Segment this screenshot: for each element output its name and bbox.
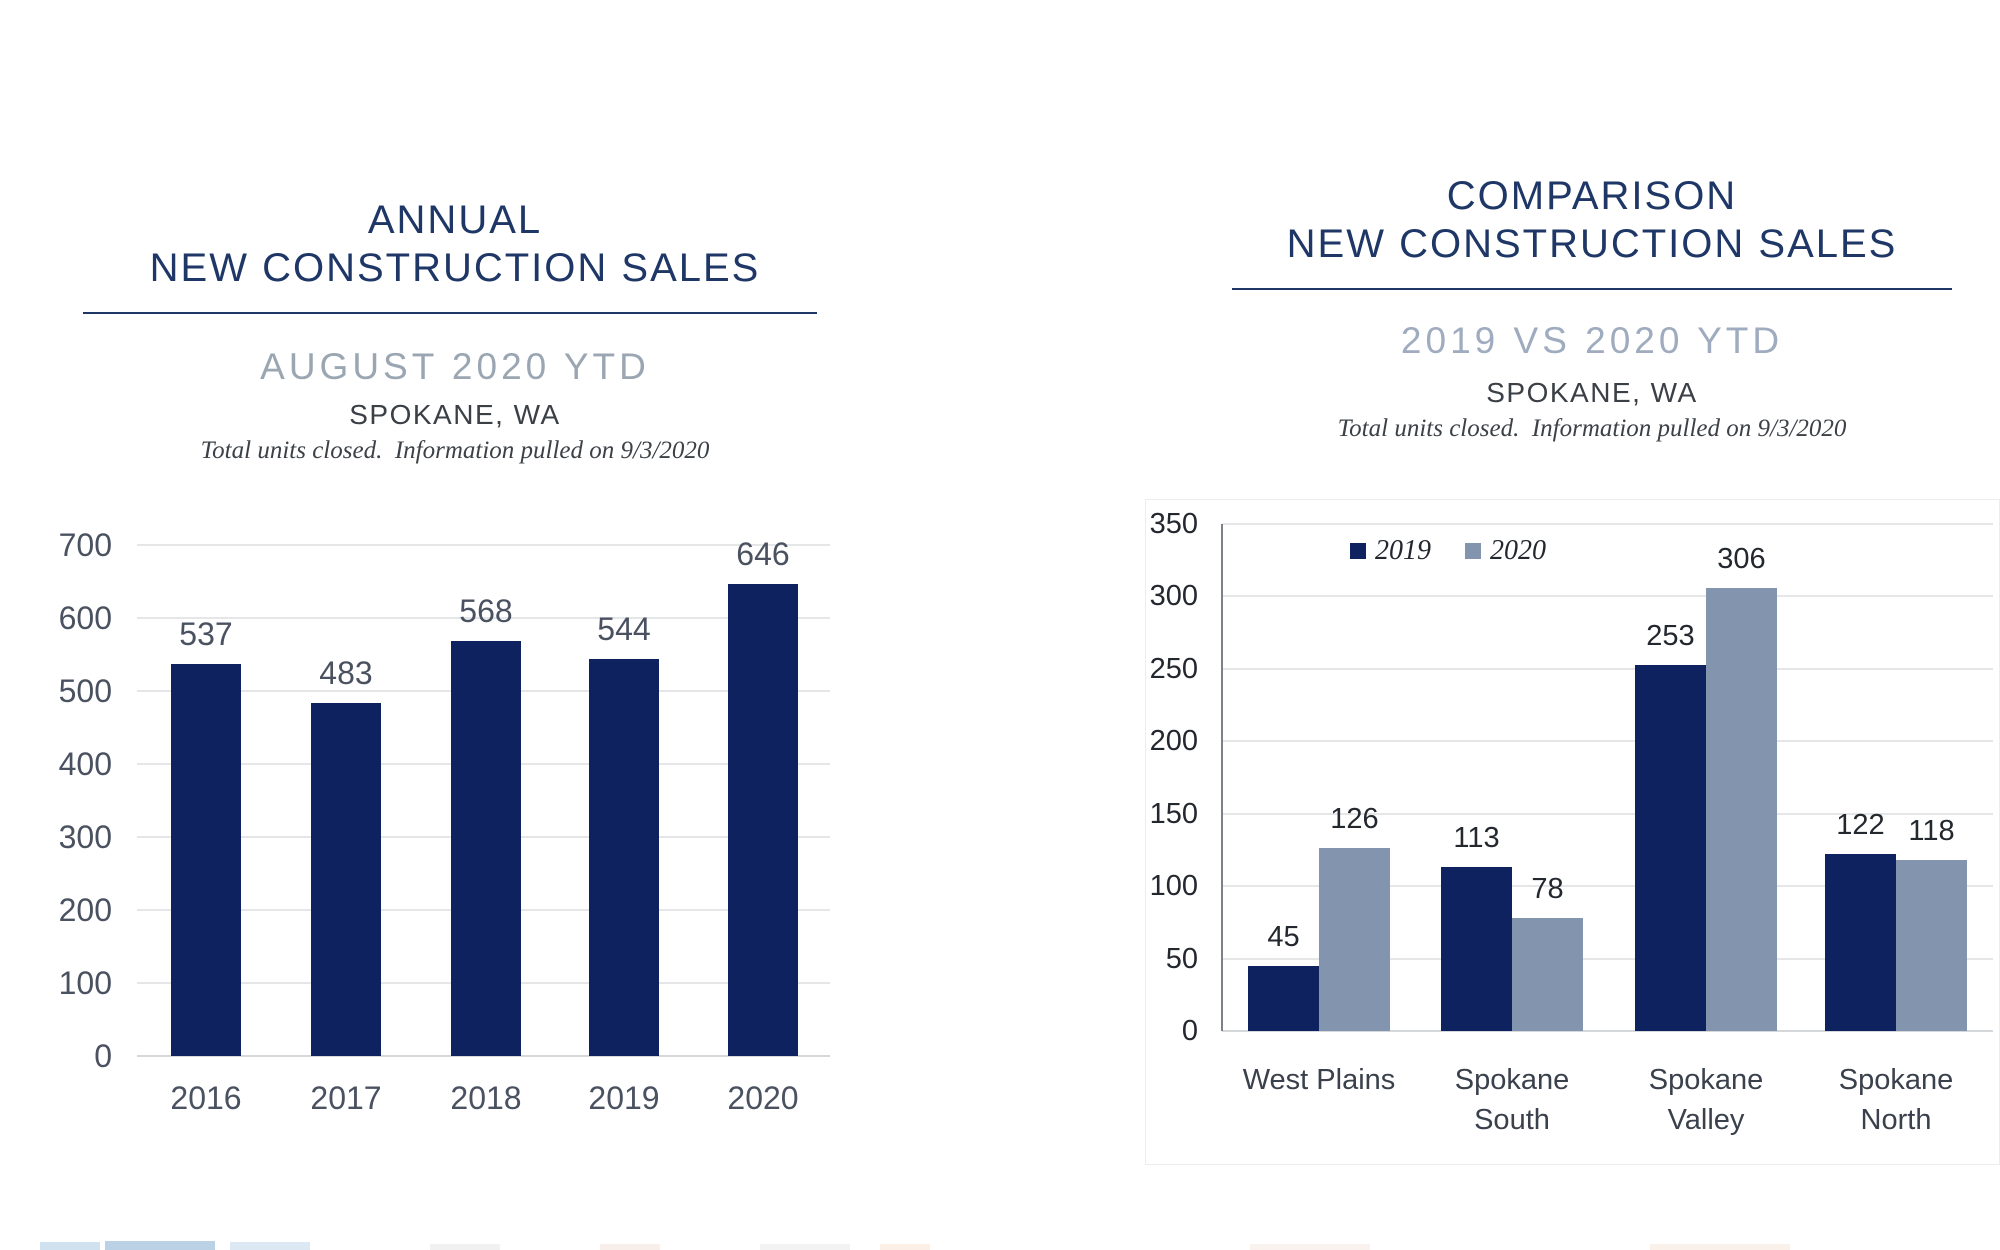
- x-category-label: Spokane South: [1454, 1064, 1570, 1136]
- x-category-label: Spokane Valley: [1648, 1064, 1764, 1136]
- annual-chart-location: SPOKANE, WA: [349, 399, 561, 430]
- cropped-footer-fragment: [600, 1244, 660, 1250]
- y-tick-label: 700: [58, 527, 112, 563]
- value-label: 253: [1646, 619, 1695, 652]
- value-label: 113: [1453, 822, 1500, 855]
- bar-2019: [589, 658, 659, 1056]
- cropped-footer-fragment: [1650, 1244, 1790, 1250]
- y-tick-label: 100: [58, 965, 112, 1001]
- gridline: [137, 544, 830, 546]
- cropped-footer-fragment: [230, 1242, 310, 1250]
- x-category-label: 2017: [310, 1080, 382, 1116]
- comparison-chart-note: Total units closed. Information pulled o…: [1337, 415, 1847, 442]
- value-label: 537: [179, 615, 233, 652]
- bar-2020: [728, 584, 798, 1056]
- y-tick-label: 300: [1149, 580, 1198, 613]
- bar-west-plains-2019: [1248, 965, 1319, 1031]
- value-label: 122: [1836, 809, 1885, 842]
- comparison-chart-title-line2: NEW CONSTRUCTION SALES: [1286, 222, 1898, 266]
- gridline: [137, 617, 830, 619]
- value-label: 306: [1717, 542, 1766, 575]
- bar-spokane-south-2020: [1512, 918, 1583, 1031]
- y-tick-label: 100: [1149, 870, 1198, 903]
- annual-title-underline: [83, 312, 817, 314]
- y-tick-label: 250: [1149, 652, 1198, 685]
- cropped-footer-fragment: [760, 1244, 850, 1250]
- cropped-footer-fragment: [40, 1242, 100, 1250]
- bar-spokane-valley-2020: [1706, 587, 1777, 1031]
- comparison-chart-location: SPOKANE, WA: [1486, 377, 1698, 408]
- y-tick-label: 200: [58, 892, 112, 928]
- x-category-label: 2018: [450, 1080, 522, 1116]
- cropped-footer-fragment: [105, 1241, 215, 1250]
- gridline: [1222, 523, 1993, 525]
- legend-swatch-2019: [1350, 543, 1366, 559]
- legend-label-2019: 2019: [1375, 535, 1431, 566]
- bar-spokane-valley-2019: [1635, 664, 1706, 1031]
- cropped-footer-fragment: [1250, 1244, 1370, 1250]
- bar-2016: [171, 663, 241, 1056]
- gridline: [1222, 667, 1993, 670]
- value-label: 118: [1908, 815, 1955, 848]
- comparison-chart-title-line1: COMPARISON: [1446, 174, 1738, 218]
- y-tick-label: 0: [1181, 1015, 1198, 1047]
- bar-spokane-north-2020: [1896, 860, 1967, 1031]
- annual-chart-note: Total units closed. Information pulled o…: [200, 437, 710, 464]
- value-label: 568: [459, 593, 513, 630]
- cropped-footer-fragment: [880, 1244, 930, 1250]
- gridline: [1222, 1030, 1993, 1032]
- comparison-chart-subtitle: 2019 VS 2020 YTD: [1400, 320, 1784, 361]
- x-category-label: 2020: [727, 1080, 799, 1116]
- value-label: 483: [319, 655, 373, 692]
- value-label: 544: [597, 610, 651, 647]
- legend-item-2019: 2019: [1350, 536, 1431, 566]
- y-tick-label: 300: [58, 819, 112, 855]
- comparison-legend: 2019 2020: [1350, 536, 1546, 566]
- cropped-footer-fragment: [430, 1244, 500, 1250]
- gridline: [1222, 740, 1993, 743]
- value-label: 45: [1267, 920, 1300, 953]
- gridline: [1222, 957, 1993, 960]
- value-label: 646: [736, 536, 790, 573]
- x-category-label: 2016: [170, 1080, 242, 1116]
- gridline: [137, 1055, 830, 1057]
- legend-item-2020: 2020: [1465, 536, 1546, 566]
- x-category-label: 2019: [588, 1080, 660, 1116]
- y-tick-label: 500: [58, 673, 112, 709]
- bar-spokane-south-2019: [1441, 867, 1512, 1031]
- y-tick-label: 50: [1165, 942, 1198, 975]
- bar-2017: [311, 703, 381, 1056]
- y-tick-label: 600: [58, 600, 112, 636]
- y-tick-label: 350: [1149, 508, 1198, 540]
- x-category-label: Spokane North: [1838, 1064, 1954, 1136]
- legend-label-2020: 2020: [1490, 535, 1546, 566]
- x-category-label: West Plains: [1242, 1064, 1396, 1096]
- annual-chart-subtitle: AUGUST 2020 YTD: [260, 346, 650, 387]
- y-tick-label: 200: [1149, 725, 1198, 758]
- y-axis-line: [1221, 524, 1223, 1031]
- value-label: 126: [1330, 803, 1379, 836]
- gridline: [1222, 812, 1993, 815]
- y-tick-label: 0: [94, 1038, 112, 1074]
- y-tick-label: 400: [58, 746, 112, 782]
- bar-west-plains-2020: [1319, 848, 1390, 1031]
- gridline: [1222, 595, 1993, 598]
- bar-spokane-north-2019: [1825, 854, 1896, 1031]
- bar-2018: [451, 641, 521, 1056]
- annual-chart-title-line1: ANNUAL: [367, 198, 543, 242]
- annual-chart-title-line2: NEW CONSTRUCTION SALES: [149, 246, 761, 290]
- legend-swatch-2020: [1465, 543, 1481, 559]
- gridline: [1222, 885, 1993, 888]
- value-label: 78: [1531, 873, 1564, 905]
- y-tick-label: 150: [1149, 797, 1198, 830]
- comparison-title-underline: [1232, 288, 1952, 290]
